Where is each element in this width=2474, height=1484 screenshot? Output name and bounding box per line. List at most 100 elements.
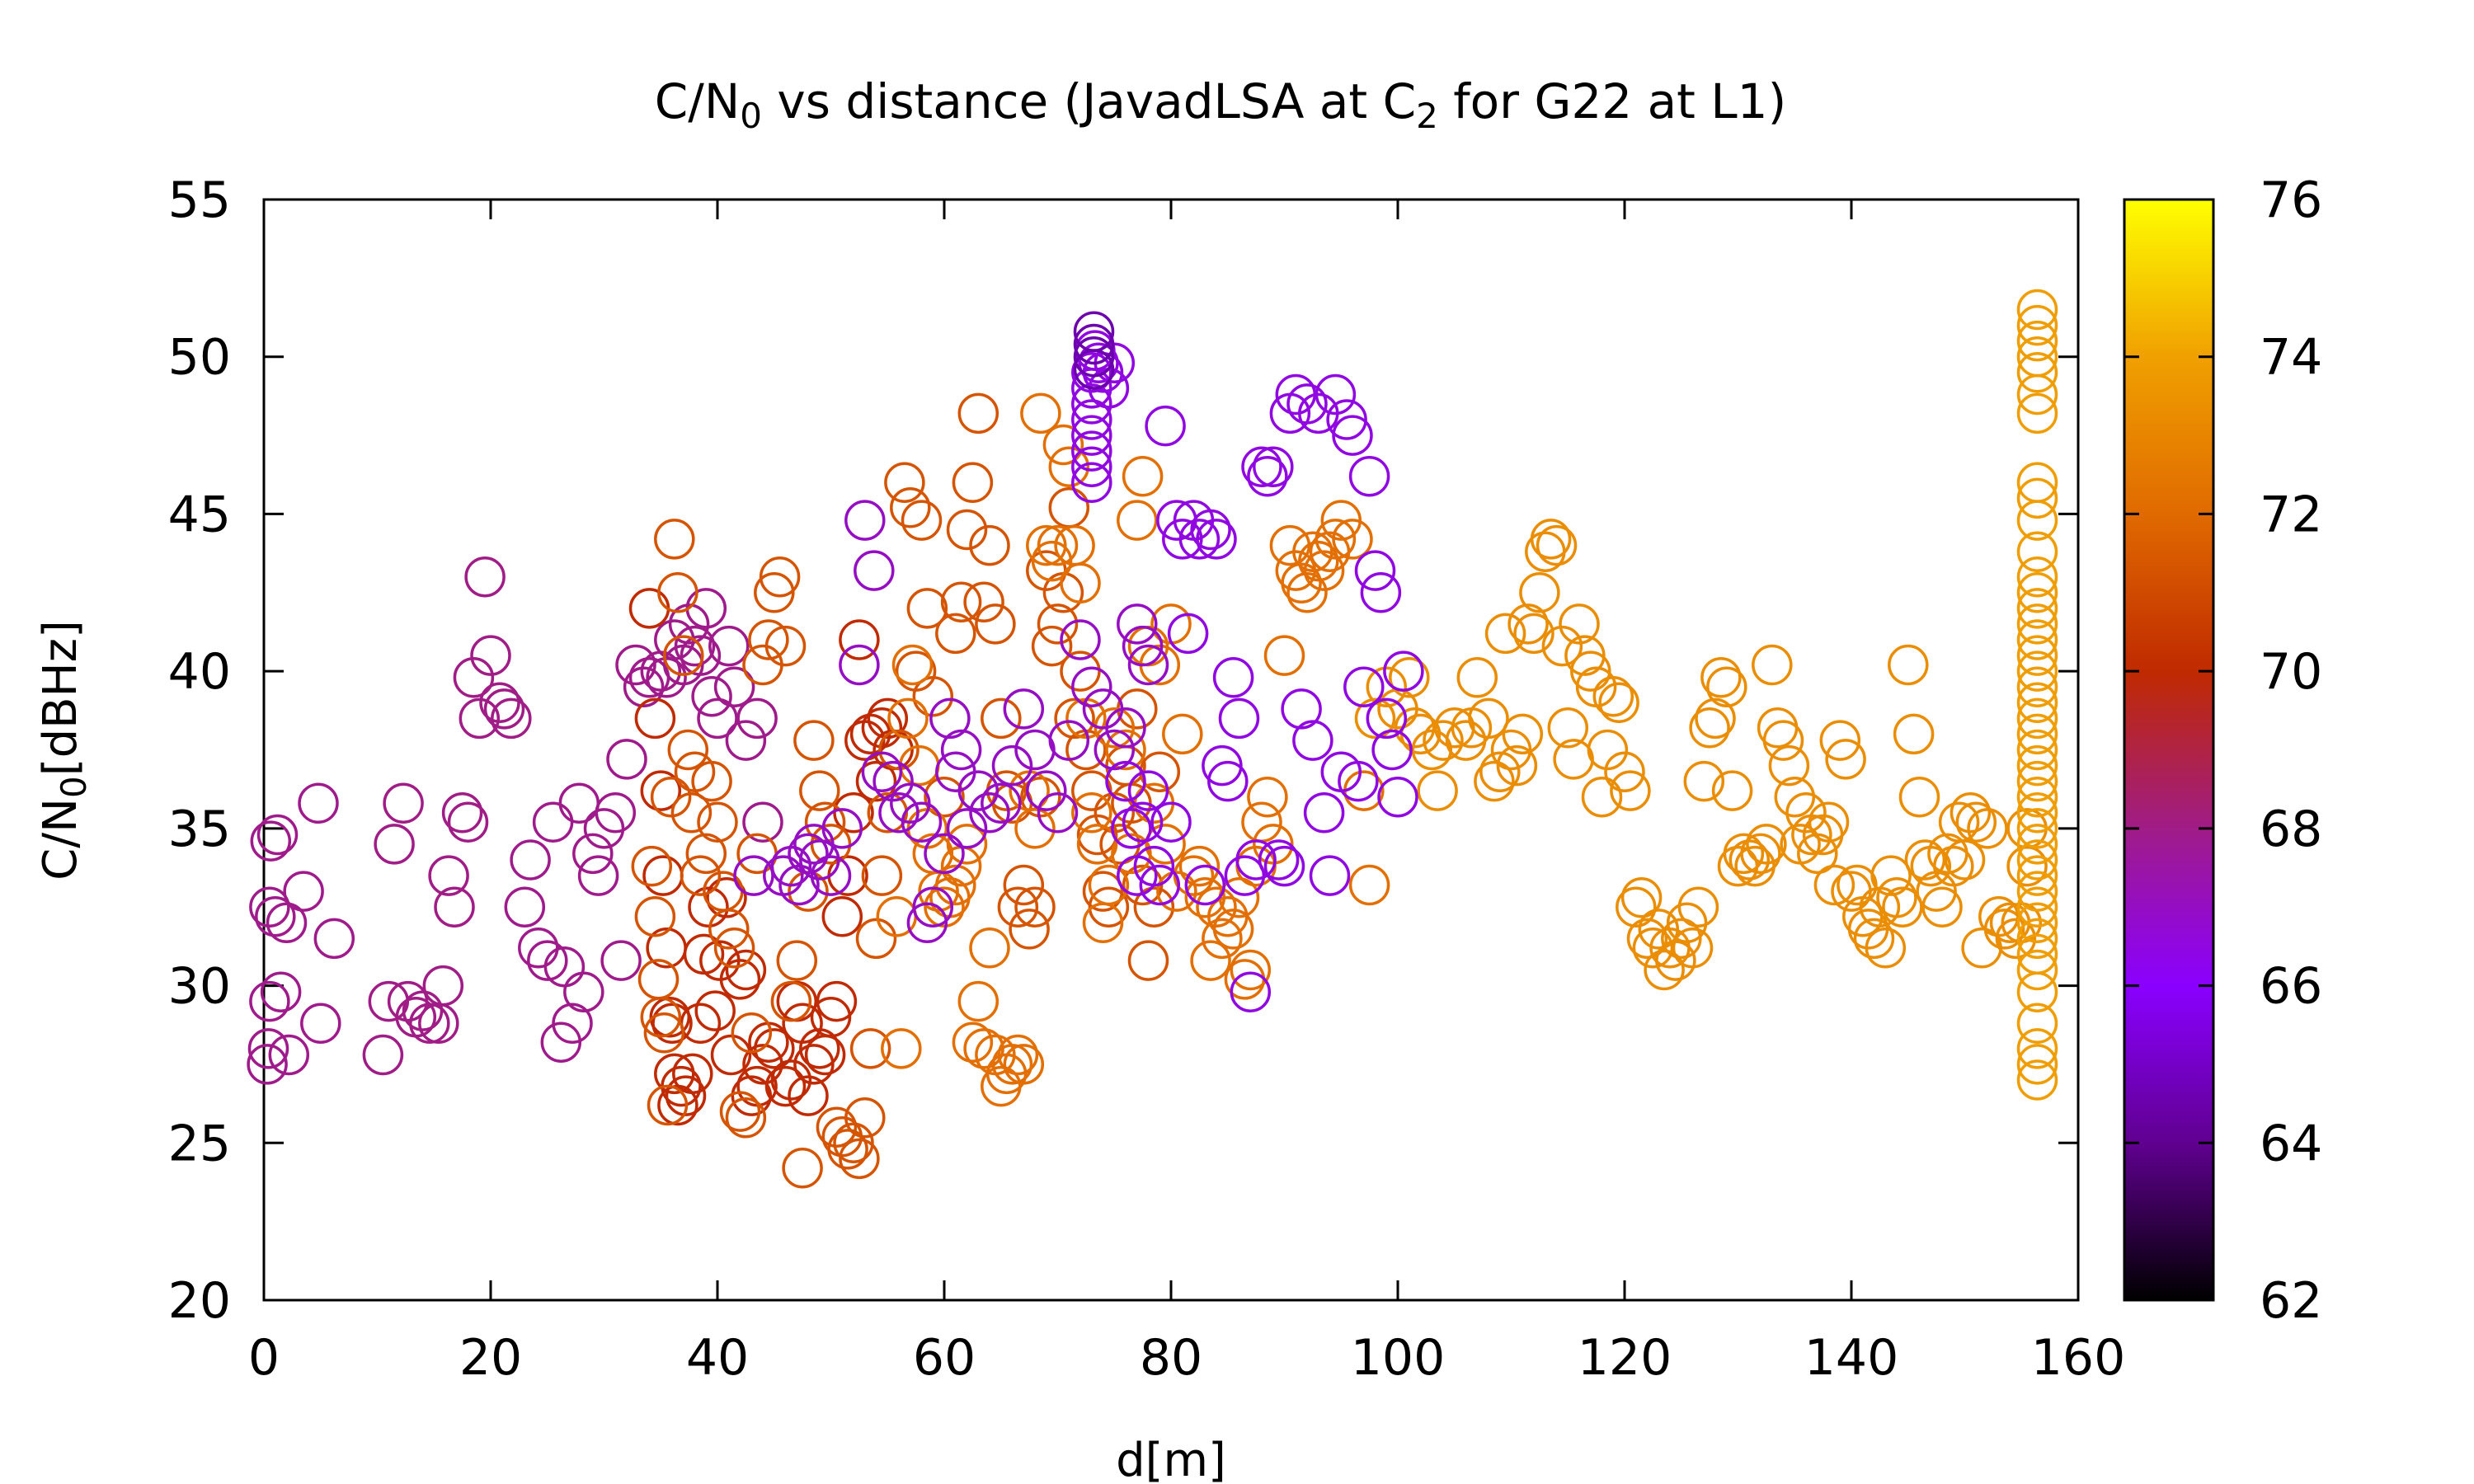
data-point — [946, 509, 988, 551]
data-point — [1967, 808, 2008, 849]
data-point — [810, 855, 852, 896]
data-point — [583, 808, 625, 849]
data-point — [1026, 524, 1067, 566]
data-point — [1190, 940, 1231, 981]
data-point — [1700, 657, 1742, 698]
data-point — [957, 392, 999, 434]
data-point — [816, 980, 858, 1022]
data-point — [2016, 713, 2058, 755]
colorbar-ticks: 62 64 66 68 70 72 74 76 — [2124, 171, 2322, 1330]
data-point — [300, 1003, 341, 1045]
data-point — [650, 776, 692, 818]
data-point — [1666, 902, 1708, 944]
data-point — [1105, 729, 1146, 771]
data-point — [1230, 949, 1272, 991]
data-point — [1073, 323, 1115, 365]
data-point — [1286, 383, 1328, 425]
data-point — [1944, 839, 1986, 881]
data-point — [906, 902, 948, 944]
data-point — [821, 895, 863, 937]
data-point — [725, 949, 767, 991]
x-tick-label: 0 — [248, 1329, 280, 1387]
data-point — [2016, 776, 2058, 818]
data-point — [1127, 644, 1169, 686]
data-point — [1071, 399, 1112, 440]
data-point — [1598, 682, 1639, 724]
data-point — [1020, 776, 1061, 818]
x-tick-label: 60 — [913, 1329, 976, 1387]
x-tick-label: 80 — [1140, 1329, 1202, 1387]
data-point — [924, 886, 965, 928]
data-point — [924, 776, 965, 818]
data-point — [1105, 707, 1146, 749]
data-point — [1309, 855, 1351, 896]
data-point — [685, 588, 727, 629]
data-point — [1366, 666, 1408, 707]
data-point — [833, 792, 874, 834]
data-point — [1078, 342, 1119, 384]
data-point — [674, 625, 716, 667]
data-point — [2016, 792, 2058, 834]
data-point — [844, 1097, 886, 1139]
colorbar-tick-label: 72 — [2260, 486, 2322, 543]
data-point — [2016, 289, 2058, 331]
data-point — [1224, 855, 1266, 896]
data-point — [1088, 864, 1130, 906]
data-point — [1178, 845, 1221, 887]
data-point — [1071, 462, 1112, 504]
data-point — [1490, 729, 1532, 771]
data-point — [2016, 462, 2058, 504]
data-point — [799, 770, 840, 811]
data-point — [969, 928, 1010, 969]
x-axis-label: d[m] — [1116, 1434, 1226, 1484]
data-point — [1332, 519, 1373, 560]
data-point — [1348, 864, 1390, 906]
data-point — [1071, 415, 1112, 456]
data-point — [691, 675, 732, 717]
data-point — [283, 871, 324, 912]
data-point — [688, 886, 729, 928]
data-point — [441, 792, 483, 834]
data-point — [2016, 682, 2058, 724]
data-point — [680, 855, 722, 896]
data-point — [778, 864, 820, 906]
data-point — [298, 782, 339, 824]
data-point — [991, 1044, 1033, 1085]
data-point — [2016, 729, 2058, 771]
data-point — [647, 1084, 689, 1126]
data-point — [518, 928, 559, 969]
data-point — [1752, 644, 1793, 686]
data-point — [719, 1091, 761, 1132]
data-point — [854, 550, 895, 591]
data-point — [1253, 824, 1294, 865]
y-axis-label: C/N0[dBHz] — [34, 620, 94, 881]
data-point — [1332, 415, 1373, 456]
data-point — [255, 895, 296, 937]
data-point — [1746, 824, 1787, 865]
data-point — [1315, 373, 1357, 416]
data-point — [1014, 886, 1056, 928]
data-point — [764, 1065, 807, 1107]
data-point — [1530, 519, 1572, 560]
data-point — [1581, 776, 1623, 818]
data-point — [1247, 455, 1288, 497]
data-point — [1117, 500, 1158, 541]
data-point — [713, 928, 755, 969]
data-point — [572, 833, 614, 875]
colorbar-tick-label: 70 — [2260, 643, 2322, 701]
data-point — [685, 833, 727, 875]
data-point — [969, 524, 1010, 566]
data-point — [2016, 902, 2058, 944]
data-point — [247, 1028, 289, 1069]
data-point — [872, 760, 914, 802]
data-point — [1150, 801, 1192, 843]
data-point — [981, 697, 1022, 740]
data-point — [1003, 1044, 1045, 1085]
data-point — [1559, 603, 1600, 645]
data-point — [1898, 776, 1940, 818]
axis-ticks: 0 20 40 60 80 100 120 140 160 20 25 30 35 40 45 50 55 — [168, 171, 2126, 1387]
y-tick-label: 35 — [168, 801, 231, 858]
data-point — [827, 1129, 868, 1170]
colorbar-tick-label: 62 — [2260, 1272, 2322, 1330]
data-point — [447, 801, 489, 843]
